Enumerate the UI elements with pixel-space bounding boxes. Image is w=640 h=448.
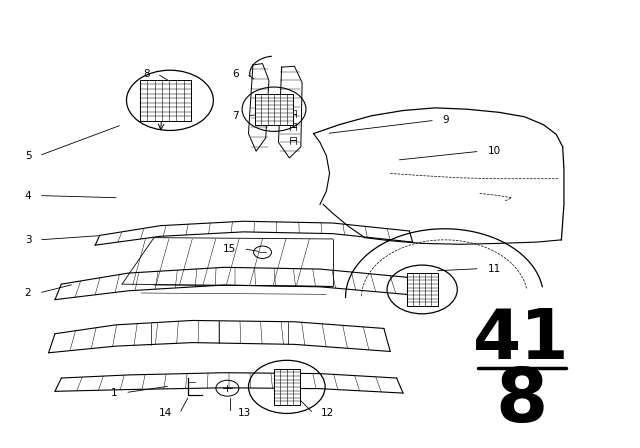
Text: 10: 10 xyxy=(487,146,500,156)
Text: 11: 11 xyxy=(487,263,500,274)
Text: 5: 5 xyxy=(25,151,31,161)
Bar xyxy=(140,80,191,121)
Text: 4: 4 xyxy=(25,190,31,201)
Text: 14: 14 xyxy=(159,409,172,418)
Text: 7: 7 xyxy=(232,111,239,121)
Text: 12: 12 xyxy=(321,409,335,418)
Text: 8: 8 xyxy=(143,69,150,79)
Text: 6: 6 xyxy=(232,69,239,79)
Bar xyxy=(255,94,293,125)
Bar xyxy=(274,369,300,405)
Bar xyxy=(407,273,438,306)
Text: 15: 15 xyxy=(223,244,236,254)
Text: 41: 41 xyxy=(473,306,570,373)
Text: 9: 9 xyxy=(443,115,449,125)
Text: 8: 8 xyxy=(495,365,547,438)
Text: 3: 3 xyxy=(25,235,31,245)
Text: 2: 2 xyxy=(25,288,31,298)
Text: 1: 1 xyxy=(111,388,118,398)
Text: 13: 13 xyxy=(238,409,252,418)
